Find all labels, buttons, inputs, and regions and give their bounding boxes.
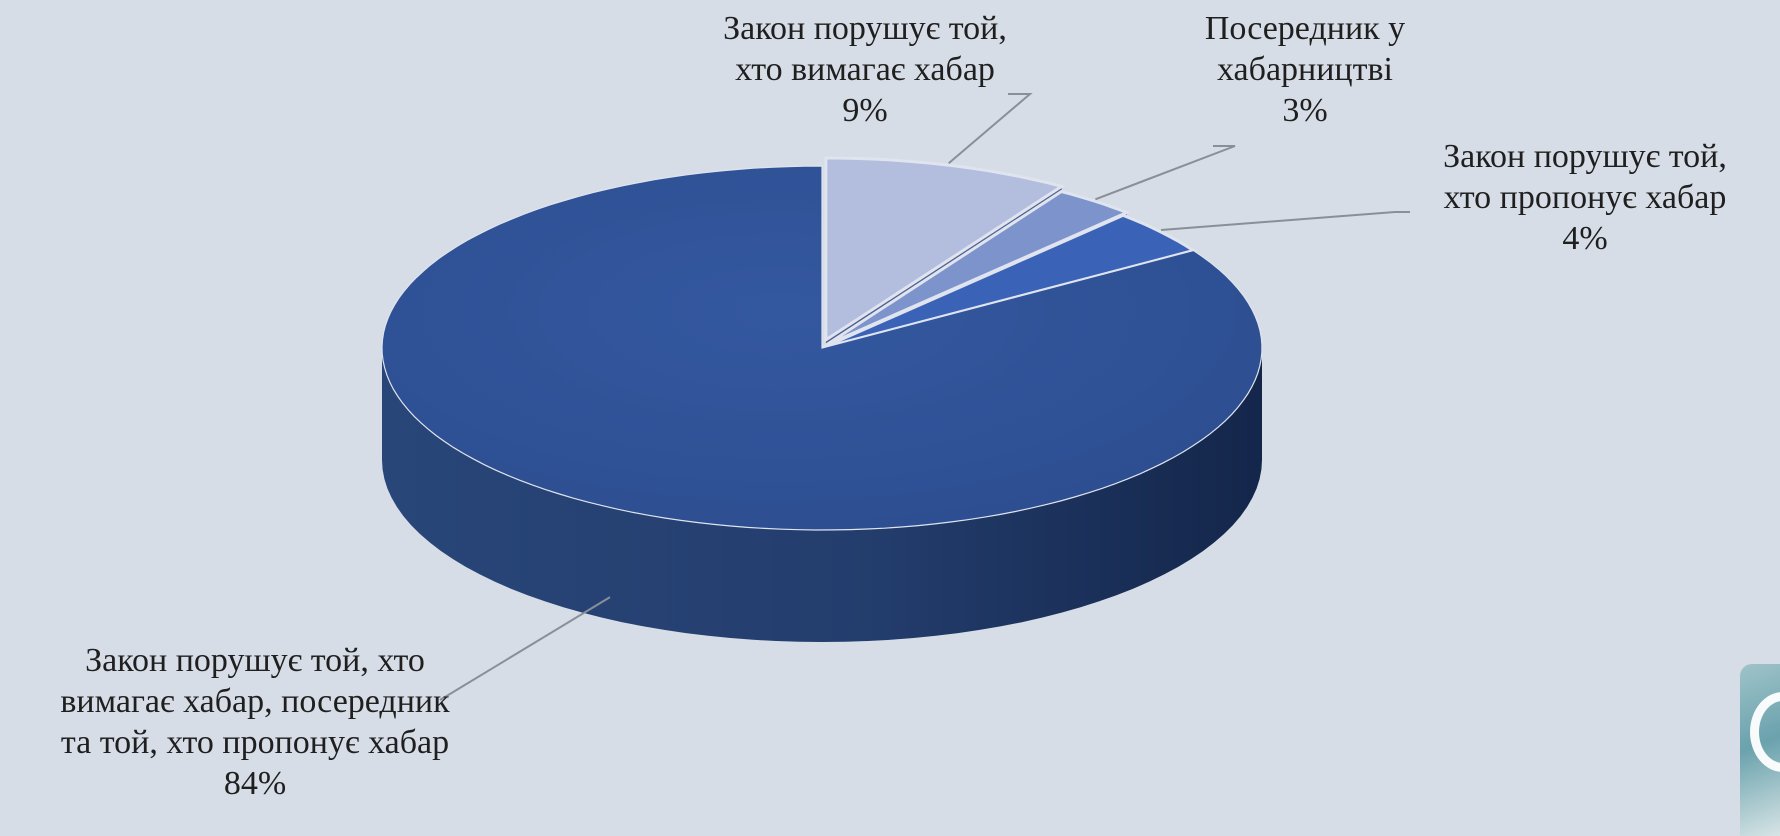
data-label-line: Закон порушує той,: [1390, 136, 1780, 177]
data-label-line: хто вимагає хабар: [660, 49, 1070, 90]
data-label-slice-0: Закон порушує той, хто вимагає хабар, по…: [10, 640, 500, 804]
data-label-line: вимагає хабар, посередник: [10, 681, 500, 722]
data-label-value: 4%: [1390, 218, 1780, 259]
data-label-line: Закон порушує той,: [660, 8, 1070, 49]
data-label-slice-3: Закон порушує той, хто пропонує хабар 4%: [1390, 136, 1780, 259]
data-label-line: Посередник у: [1150, 8, 1460, 49]
leader-line-2: [1095, 146, 1235, 199]
data-label-value: 84%: [10, 763, 500, 804]
data-label-value: 9%: [660, 90, 1070, 131]
leader-line-3: [1161, 212, 1410, 230]
data-label-slice-2: Посередник у хабарництві 3%: [1150, 8, 1460, 131]
data-label-line: хто пропонує хабар: [1390, 177, 1780, 218]
logo-ring-icon: [1750, 692, 1780, 772]
data-label-slice-1: Закон порушує той, хто вимагає хабар 9%: [660, 8, 1070, 131]
data-label-value: 3%: [1150, 90, 1460, 131]
data-label-line: Закон порушує той, хто: [10, 640, 500, 681]
data-label-line: хабарництві: [1150, 49, 1460, 90]
data-label-line: та той, хто пропонує хабар: [10, 722, 500, 763]
corner-logo-thumbnail: [1740, 664, 1780, 836]
